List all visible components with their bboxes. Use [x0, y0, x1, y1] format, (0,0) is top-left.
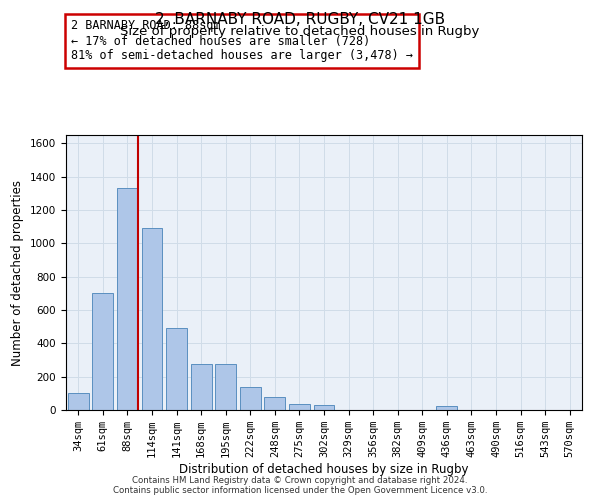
Bar	[92, 294, 113, 410]
Bar	[240, 386, 261, 410]
X-axis label: Distribution of detached houses by size in Rugby: Distribution of detached houses by size …	[179, 463, 469, 476]
Text: Size of property relative to detached houses in Rugby: Size of property relative to detached ho…	[121, 25, 479, 38]
Bar	[68, 394, 89, 410]
Bar	[289, 404, 310, 410]
Text: 2, BARNABY ROAD, RUGBY, CV21 1GB: 2, BARNABY ROAD, RUGBY, CV21 1GB	[155, 12, 445, 28]
Bar	[191, 364, 212, 410]
Text: 2 BARNABY ROAD: 88sqm
← 17% of detached houses are smaller (728)
81% of semi-det: 2 BARNABY ROAD: 88sqm ← 17% of detached …	[71, 20, 413, 62]
Bar	[166, 328, 187, 410]
Bar	[265, 396, 286, 410]
Bar	[314, 405, 334, 410]
Bar	[436, 406, 457, 410]
Bar	[215, 364, 236, 410]
Y-axis label: Number of detached properties: Number of detached properties	[11, 180, 25, 366]
Text: Contains HM Land Registry data © Crown copyright and database right 2024.
Contai: Contains HM Land Registry data © Crown c…	[113, 476, 487, 495]
Bar	[142, 228, 163, 410]
Bar	[117, 188, 138, 410]
